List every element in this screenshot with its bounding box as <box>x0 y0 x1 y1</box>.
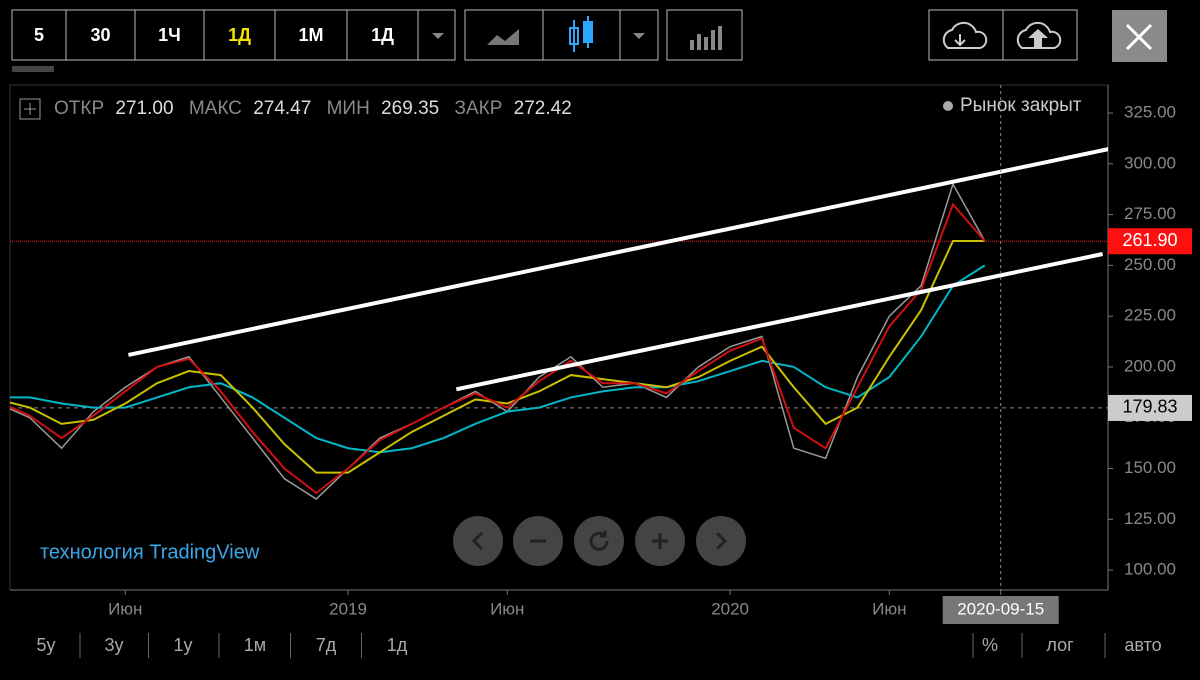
indicators-button[interactable] <box>666 9 743 61</box>
x-tick-label: 2020 <box>711 599 749 618</box>
interval-button[interactable]: 5 <box>34 25 44 45</box>
upload-arrow <box>1028 29 1048 48</box>
date-label-box <box>942 596 1059 624</box>
price-series <box>10 264 986 454</box>
icon <box>715 531 728 551</box>
price-label: 179.83 <box>1122 397 1177 417</box>
y-tick-label: 275.00 <box>1124 204 1176 223</box>
trendline <box>455 252 1103 392</box>
reset[interactable] <box>574 516 624 566</box>
y-tick-label: 250.00 <box>1124 255 1176 274</box>
collapse-tab[interactable] <box>12 66 54 72</box>
scale-option[interactable]: авто <box>1124 635 1161 655</box>
low-value: 269.35 <box>381 98 439 119</box>
y-tick-label: 325.00 <box>1124 103 1176 122</box>
interval-button[interactable]: 30 <box>90 25 110 45</box>
range-button[interactable]: 1д <box>387 635 408 655</box>
interval-button[interactable]: 1Ч <box>158 25 181 45</box>
plus-icon <box>24 103 36 115</box>
icon <box>589 531 609 551</box>
x-tick-label: Июн <box>108 599 142 618</box>
range-button[interactable]: 5у <box>36 635 55 655</box>
range-button[interactable]: 7д <box>316 635 337 655</box>
scale-option[interactable]: лог <box>1046 635 1074 655</box>
icon <box>652 533 668 549</box>
y-tick-label: 300.00 <box>1124 153 1176 172</box>
price-label-box <box>1108 394 1192 421</box>
nav-buttons <box>453 516 746 566</box>
area-chart-button[interactable] <box>487 29 519 45</box>
low-label: МИН <box>327 98 370 119</box>
close-label: ЗАКР <box>455 98 503 119</box>
legend-toggle[interactable] <box>19 98 41 120</box>
x-tick-label: 2020-09-15 <box>957 599 1044 618</box>
interval-button[interactable]: 1М <box>298 25 323 45</box>
cloud-upload[interactable] <box>1016 21 1062 49</box>
interval-dropdown[interactable] <box>432 33 444 39</box>
plot <box>10 147 1108 500</box>
high-label: МАКС <box>189 98 242 119</box>
interval-group <box>11 9 456 61</box>
cloud-download[interactable] <box>942 21 988 49</box>
market-status: Рынок закрыт <box>960 95 1082 116</box>
x-tick-label: 2019 <box>329 599 367 618</box>
y-tick-label: 200.00 <box>1124 356 1176 375</box>
x-tick-label: Июн <box>872 599 906 618</box>
watermark: технология TradingView <box>40 541 260 563</box>
y-tick-label: 225.00 <box>1124 306 1176 325</box>
interval-button[interactable]: 1Д <box>228 25 251 45</box>
trendline <box>128 147 1108 357</box>
range-button[interactable]: 1у <box>173 635 192 655</box>
chart-type-dropdown[interactable] <box>633 33 645 39</box>
icon <box>471 531 484 551</box>
price-label: 261.90 <box>1122 230 1177 250</box>
scroll-right[interactable] <box>696 516 746 566</box>
y-tick-label: 150.00 <box>1124 458 1176 477</box>
plot-area <box>9 84 1109 591</box>
close-icon <box>1125 23 1153 51</box>
close-value: 272.42 <box>514 98 572 119</box>
scroll-left[interactable] <box>453 516 503 566</box>
x-tick-label: Июн <box>490 599 524 618</box>
chart-type-group <box>464 9 659 61</box>
price-label-box <box>1108 228 1192 255</box>
price-series <box>10 202 986 495</box>
y-tick-label: 100.00 <box>1124 560 1176 579</box>
open-value: 271.00 <box>115 98 173 119</box>
candle-chart-button[interactable] <box>569 16 593 52</box>
status-dot <box>943 101 953 111</box>
range-button[interactable]: 1м <box>244 635 266 655</box>
open-label: ОТКР <box>54 98 104 119</box>
indicators-icon <box>690 26 722 50</box>
download-arrow <box>954 34 966 47</box>
high-value: 274.47 <box>253 98 311 119</box>
range-button[interactable]: 3у <box>104 635 123 655</box>
interval-button[interactable]: 1Д <box>371 25 394 45</box>
ohlc-legend: ОТКР 271.00 МАКС 274.47 МИН 269.35 ЗАКР … <box>54 98 572 119</box>
scale-option[interactable]: % <box>982 635 998 655</box>
y-tick-label: 125.00 <box>1124 509 1176 528</box>
